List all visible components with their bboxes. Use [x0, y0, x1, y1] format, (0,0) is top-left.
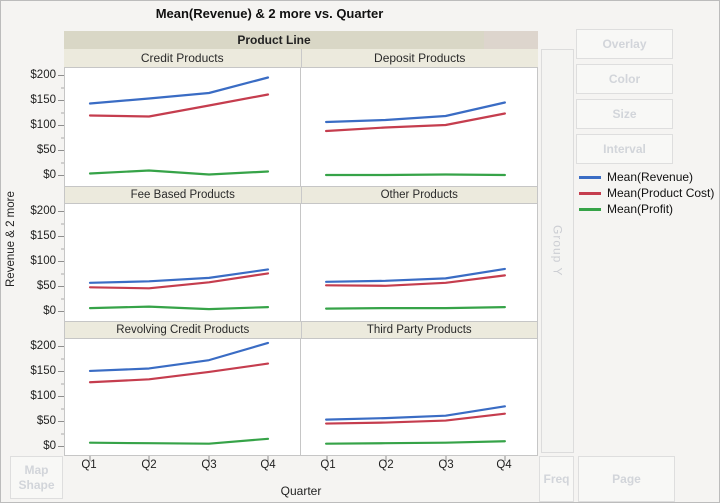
y-tick-label: $150 [30, 365, 56, 377]
legend-line-swatch [579, 175, 601, 179]
facet-corner [484, 31, 538, 49]
y-tick-label: $50 [36, 144, 56, 156]
y-axis-labels-row3: $200 $150 $100 $50 $0 [1, 338, 56, 458]
column-headers-row: Credit Products Deposit Products [64, 49, 538, 67]
interval-drop-zone[interactable]: Interval [576, 134, 673, 164]
panel-credit-products[interactable] [64, 67, 301, 187]
y-tick-label: $150 [30, 230, 56, 242]
y-tick-label: $200 [30, 205, 56, 217]
y-tick-label: $100 [30, 119, 56, 131]
x-tick-label: Q2 [378, 459, 394, 471]
map-shape-drop-zone[interactable]: Map Shape [10, 456, 63, 499]
x-tick-label: Q2 [141, 459, 157, 471]
legend-label: Mean(Profit) [607, 202, 674, 216]
y-axis-title: Revenue & 2 more [5, 191, 17, 287]
color-drop-zone[interactable]: Color [576, 64, 673, 94]
x-tick-label: Q4 [260, 459, 276, 471]
x-tick-label: Q3 [201, 459, 217, 471]
y-tick-label: $100 [30, 390, 56, 402]
line-chart [325, 101, 506, 177]
facet-header-product-line[interactable]: Product Line [64, 31, 484, 49]
panel-revolving-credit-products[interactable] [64, 338, 301, 456]
legend-line-swatch [579, 207, 601, 211]
y-tick-label: $0 [43, 440, 56, 452]
legend-label: Mean(Revenue) [607, 170, 694, 184]
x-tick-label: Q1 [81, 459, 97, 471]
x-tick-label: Q1 [320, 459, 336, 471]
y-tick-label: $0 [43, 305, 56, 317]
y-axis-ticks [58, 211, 64, 312]
page-drop-zone[interactable]: Page [578, 456, 675, 502]
y-axis-ticks [58, 346, 64, 447]
x-tick-label: Q3 [438, 459, 454, 471]
chart-title: Mean(Revenue) & 2 more vs. Quarter [155, 6, 384, 21]
x-axis-ticks [89, 456, 269, 461]
y-tick-label: $50 [36, 280, 56, 292]
line-chart [325, 267, 506, 310]
header-credit-products: Credit Products [140, 51, 224, 65]
legend-item-revenue[interactable]: Mean(Revenue) [579, 169, 714, 185]
row3-headers: Revolving Credit Products Third Party Pr… [64, 322, 538, 338]
y-tick-label: $100 [30, 255, 56, 267]
header-revolving-credit-products: Revolving Credit Products [116, 324, 250, 336]
row2-headers: Fee Based Products Other Products [64, 187, 538, 203]
panel-deposit-products[interactable] [301, 67, 538, 187]
x-axis-title: Quarter [280, 484, 322, 498]
y-tick-label: $0 [43, 169, 56, 181]
y-axis-labels-row2: $200 $150 $100 $50 $0 [1, 203, 56, 323]
overlay-drop-zone[interactable]: Overlay [576, 29, 673, 59]
group-y-drop-zone[interactable]: Group Y [541, 49, 574, 453]
y-tick-label: $50 [36, 415, 56, 427]
line-chart [88, 341, 270, 445]
header-third-party-products: Third Party Products [300, 322, 538, 338]
y-axis-labels-row1: $200 $150 $100 $50 $0 [1, 67, 56, 187]
line-chart [88, 268, 270, 311]
size-drop-zone[interactable]: Size [576, 99, 673, 129]
freq-drop-zone[interactable]: Freq [539, 456, 574, 502]
header-deposit-products: Deposit Products [300, 49, 539, 67]
legend-item-product-cost[interactable]: Mean(Product Cost) [579, 185, 714, 201]
legend-label: Mean(Product Cost) [607, 186, 715, 200]
legend: Mean(Revenue) Mean(Product Cost) Mean(Pr… [579, 169, 714, 217]
panel-other-products[interactable] [301, 203, 538, 322]
y-tick-label: $200 [30, 69, 56, 81]
y-tick-label: $200 [30, 340, 56, 352]
panel-fee-based-products[interactable] [64, 203, 301, 322]
legend-item-profit[interactable]: Mean(Profit) [579, 201, 714, 217]
y-tick-label: $150 [30, 94, 56, 106]
line-chart [88, 76, 270, 176]
header-fee-based-products: Fee Based Products [130, 189, 235, 201]
line-chart [325, 405, 506, 445]
legend-line-swatch [579, 191, 601, 195]
header-other-products: Other Products [300, 187, 538, 203]
x-tick-label: Q4 [496, 459, 512, 471]
y-axis-ticks [58, 75, 64, 176]
x-axis-ticks [326, 456, 506, 461]
panel-third-party-products[interactable] [301, 338, 538, 456]
